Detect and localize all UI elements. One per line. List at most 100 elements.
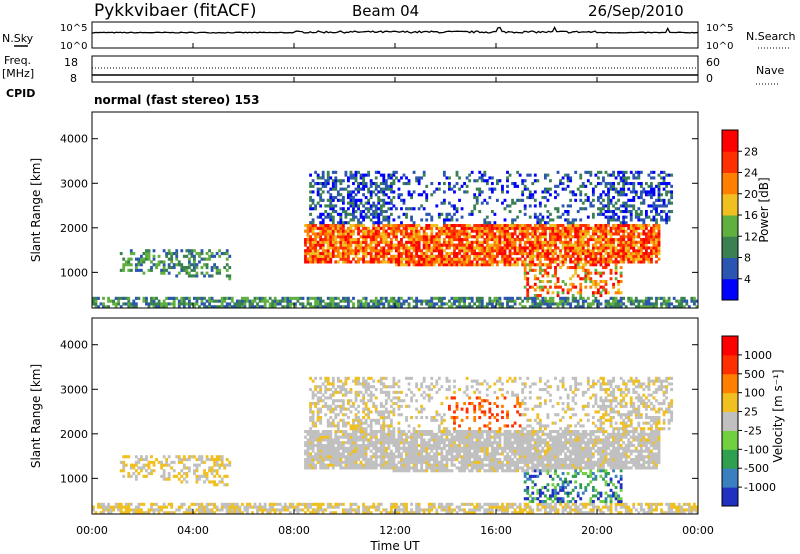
heatmap-cell: [549, 266, 552, 270]
heatmap-cell: [187, 249, 191, 253]
heatmap-cell: [347, 193, 350, 197]
heatmap-cell: [612, 184, 615, 188]
heatmap-cell: [541, 215, 545, 219]
heatmap-cell: [142, 299, 146, 303]
heatmap-cell: [488, 249, 492, 253]
heatmap-cell: [344, 441, 348, 445]
heatmap-cell: [326, 438, 330, 442]
heatmap-cell: [349, 404, 353, 408]
heatmap-cell: [569, 204, 573, 208]
heatmap-cell: [124, 511, 128, 515]
heatmap-cell: [488, 260, 492, 264]
heatmap-cell: [200, 252, 204, 256]
heatmap-cell: [460, 207, 464, 211]
heatmap-cell: [538, 299, 542, 303]
heatmap-cell: [326, 435, 330, 439]
heatmap-cell: [326, 388, 330, 392]
heatmap-cell: [407, 224, 411, 228]
heatmap-cell: [210, 511, 214, 515]
heatmap-cell: [321, 243, 325, 247]
heatmap-cell: [604, 302, 608, 306]
heatmap-cell: [617, 243, 621, 247]
heatmap-cell: [584, 243, 588, 247]
heatmap-cell: [382, 187, 386, 191]
heatmap-cell: [251, 511, 254, 515]
heatmap-cell: [538, 201, 542, 205]
heatmap-cell: [215, 268, 219, 272]
heatmap-cell: [389, 435, 393, 439]
heatmap-cell: [594, 243, 598, 247]
heatmap-cell: [344, 229, 348, 233]
heatmap-cell: [435, 246, 439, 250]
heatmap-cell: [243, 302, 247, 306]
heatmap-cell: [650, 184, 653, 188]
heatmap-cell: [607, 204, 610, 208]
heatmap-cell: [584, 285, 588, 289]
heatmap-cell: [523, 184, 527, 188]
heatmap-cell: [357, 382, 360, 386]
heatmap-cell: [382, 410, 386, 414]
heatmap-cell: [591, 190, 595, 194]
heatmap-cell: [533, 229, 537, 233]
heatmap-cell: [445, 257, 449, 261]
heatmap-cell: [448, 184, 451, 188]
heatmap-cell: [523, 204, 527, 208]
heatmap-cell: [352, 452, 355, 456]
heatmap-cell: [617, 240, 621, 244]
heatmap-cell: [501, 226, 504, 230]
heatmap-cell: [665, 221, 668, 225]
heatmap-cell: [336, 435, 340, 439]
heatmap-cell: [334, 416, 338, 420]
heatmap-cell: [634, 176, 638, 180]
heatmap-cell: [357, 257, 360, 261]
heatmap-cell: [405, 243, 408, 247]
heatmap-cell: [453, 257, 456, 261]
heatmap-cell: [629, 238, 633, 242]
heatmap-cell: [506, 254, 509, 258]
heatmap-cell: [448, 238, 451, 242]
heatmap-cell: [407, 252, 411, 256]
heatmap-cell: [132, 466, 136, 470]
heatmap-cell: [528, 226, 532, 230]
heatmap-cell: [458, 257, 461, 261]
heatmap-cell: [321, 511, 325, 515]
heatmap-cell: [362, 432, 366, 436]
heatmap-cell: [387, 427, 391, 431]
heatmap-cell: [182, 458, 186, 462]
heatmap-cell: [463, 302, 467, 306]
heatmap-cell: [119, 268, 123, 272]
heatmap-cell: [546, 254, 550, 258]
heatmap-cell: [453, 224, 456, 228]
heatmap-cell: [523, 274, 527, 278]
heatmap-cell: [377, 215, 381, 219]
heatmap-cell: [352, 210, 355, 214]
heatmap-cell: [405, 215, 408, 219]
heatmap-cell: [362, 252, 366, 256]
heatmap-cell: [536, 305, 540, 309]
heatmap-cell: [225, 268, 229, 272]
heatmap-cell: [203, 474, 206, 478]
heatmap-cell: [629, 243, 633, 247]
heatmap-cell: [498, 260, 502, 264]
heatmap-cell: [607, 198, 610, 202]
heatmap-cell: [523, 243, 527, 247]
heatmap-cell: [205, 266, 209, 270]
heatmap-cell: [642, 260, 646, 264]
heatmap-cell: [554, 274, 557, 278]
heatmap-cell: [389, 458, 393, 462]
heatmap-cell: [475, 243, 479, 247]
heatmap-cell: [521, 193, 525, 197]
heatmap-cell: [609, 235, 613, 239]
heatmap-cell: [430, 252, 434, 256]
heatmap-cell: [331, 182, 335, 186]
heatmap-cell: [243, 305, 247, 309]
heatmap-cell: [258, 508, 262, 512]
heatmap-cell: [392, 407, 396, 411]
heatmap-cell: [594, 238, 598, 242]
heatmap-cell: [129, 249, 133, 253]
heatmap-cell: [624, 179, 628, 183]
heatmap-cell: [220, 299, 224, 303]
heatmap-cell: [470, 296, 474, 300]
heatmap-cell: [314, 204, 318, 208]
heatmap-cell: [526, 187, 530, 191]
